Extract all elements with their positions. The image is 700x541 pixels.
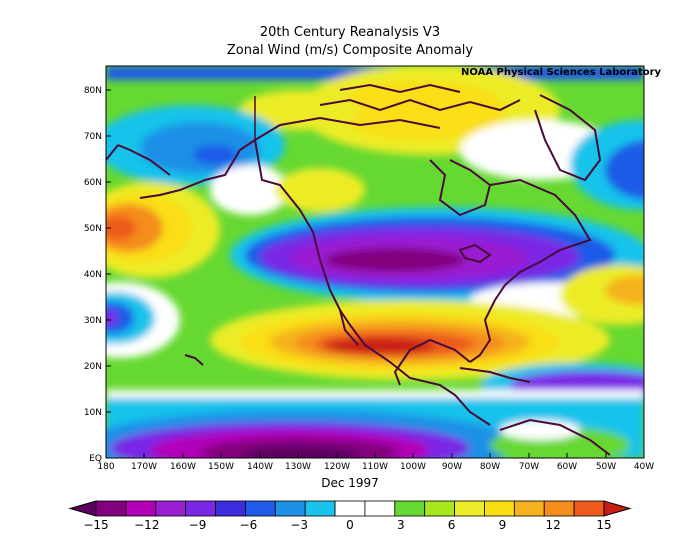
colorbar-arrow-low — [68, 500, 97, 517]
lon-label: 180 — [97, 462, 114, 472]
lon-label: 100W — [400, 462, 426, 472]
colorbar-swatch — [364, 500, 396, 517]
colorbar-swatch — [543, 500, 575, 517]
colorbar — [68, 500, 632, 517]
colorbar-swatch — [513, 500, 545, 517]
lon-label: 140W — [247, 462, 273, 472]
coastline — [106, 83, 611, 456]
lon-label: 160W — [170, 462, 196, 472]
colorbar-swatch — [274, 500, 306, 517]
colorbar-tick-label: −6 — [240, 518, 258, 532]
colorbar-tick-label: −12 — [134, 518, 159, 532]
colorbar-tick-label: 6 — [448, 518, 456, 532]
lon-label: 150W — [208, 462, 234, 472]
colorbar-swatch — [125, 500, 157, 517]
lon-label: 120W — [324, 462, 350, 472]
lon-label: 110W — [362, 462, 388, 472]
lon-label: 170W — [131, 462, 157, 472]
colorbar-tick-label: −15 — [83, 518, 108, 532]
colorbar-swatch — [95, 500, 127, 517]
lat-label: 50N — [84, 224, 102, 234]
lat-label: 70N — [84, 132, 102, 142]
latitude-axis: EQ 10N 20N 30N 40N 50N 60N 70N 80N — [84, 86, 102, 464]
colorbar-swatch — [304, 500, 336, 517]
colorbar-tick-label: 0 — [346, 518, 354, 532]
colorbar-swatch — [185, 500, 216, 517]
lon-label: 130W — [285, 462, 311, 472]
colorbar-swatch — [155, 500, 187, 517]
colorbar-swatch — [454, 500, 485, 517]
lon-label: 60W — [557, 462, 577, 472]
lat-ticks — [106, 89, 111, 413]
colorbar-swatch — [394, 500, 426, 517]
colorbar-swatch — [573, 500, 605, 517]
colorbar-tick-label: −9 — [189, 518, 207, 532]
lon-ticks — [143, 453, 607, 458]
lon-label: 70W — [519, 462, 539, 472]
lat-label: 60N — [84, 178, 102, 188]
colorbar-swatch — [334, 500, 366, 517]
colorbar-swatch — [245, 500, 276, 517]
chart-subtitle: Zonal Wind (m/s) Composite Anomaly — [226, 43, 474, 58]
credit-label: NOAA Physical Sciences Laboratory — [461, 67, 662, 78]
lat-label: 20N — [84, 362, 102, 372]
lat-label: 30N — [84, 316, 102, 326]
colorbar-swatch — [484, 500, 515, 517]
longitude-axis: 180 170W 160W 150W 140W 130W 120W 110W 1… — [97, 462, 654, 472]
anomaly-field — [106, 66, 644, 458]
colorbar-tick-label: 12 — [546, 518, 561, 532]
lon-label: 50W — [596, 462, 616, 472]
lon-label: 90W — [442, 462, 462, 472]
colorbar-tick-label: 3 — [397, 518, 405, 532]
lat-label: EQ — [89, 454, 102, 464]
chart-title: 20th Century Reanalysis V3 — [259, 25, 441, 40]
lon-label: 80W — [480, 462, 500, 472]
lat-label: 40N — [84, 270, 102, 280]
lon-label: 40W — [634, 462, 654, 472]
colorbar-swatch — [424, 500, 455, 517]
date-label: Dec 1997 — [321, 476, 379, 490]
colorbar-swatch — [215, 500, 246, 517]
colorbar-tick-label: 9 — [499, 518, 507, 532]
lat-label: 10N — [84, 408, 102, 418]
colorbar-tick-label: −3 — [290, 518, 308, 532]
lat-label: 80N — [84, 86, 102, 96]
colorbar-tick-label: 15 — [596, 518, 611, 532]
colorbar-labels: −15 −12 −9 −6 −3 0 3 6 9 12 15 — [83, 518, 611, 532]
colorbar-arrow-high — [603, 500, 632, 517]
